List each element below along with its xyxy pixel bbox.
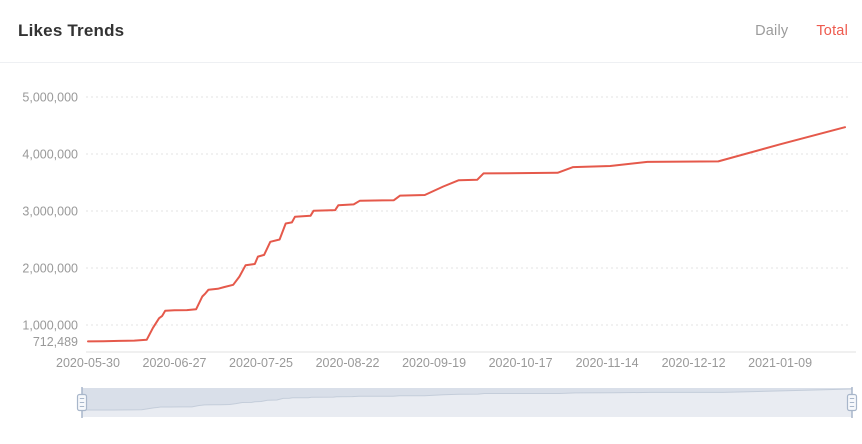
x-tick-label: 2020-07-25: [229, 356, 293, 370]
page-title: Likes Trends: [18, 21, 125, 40]
tab-daily[interactable]: Daily: [755, 23, 789, 39]
slider-handle-left[interactable]: [76, 387, 88, 418]
total-likes-line: [87, 126, 846, 343]
x-tick-label: 2020-09-19: [402, 356, 466, 370]
trend-line-chart-svg[interactable]: 1,000,000 2,000,000 3,000,000 4,000,000 5,00…: [0, 63, 862, 439]
y-tick-label: 3,000,000: [22, 205, 78, 219]
tab-total[interactable]: Total: [816, 23, 848, 39]
y-tick-label: 1,000,000: [22, 319, 78, 333]
slider-data-shadow-line: [82, 388, 853, 411]
likes-trend-chart[interactable]: 1,000,000 2,000,000 3,000,000 4,000,000 5,00…: [0, 63, 862, 439]
y-tick-label: 2,000,000: [22, 262, 78, 276]
x-tick-label: 2020-06-27: [143, 356, 207, 370]
trend-mode-tabs: Daily Total: [727, 23, 848, 39]
slider-data-shadow: [82, 388, 852, 410]
slider-handle-right[interactable]: [846, 387, 858, 418]
gridlines: [86, 96, 850, 326]
data-zoom-slider[interactable]: [76, 387, 858, 418]
x-tick-label: 2020-12-12: [662, 356, 726, 370]
y-tick-label: 4,000,000: [22, 148, 78, 162]
y-tick-label: 5,000,000: [22, 91, 78, 105]
x-tick-label: 2020-05-30: [56, 356, 120, 370]
y-axis-min-label: 712,489: [33, 335, 78, 349]
chart-header: Likes Trends Daily Total: [0, 0, 862, 63]
x-axis-labels: 2020-05-30 2020-06-27 2020-07-25 2020-08-22…: [56, 356, 812, 370]
y-axis-labels: 1,000,000 2,000,000 3,000,000 4,000,000 5,00…: [22, 91, 78, 349]
x-tick-label: 2021-01-09: [748, 356, 812, 370]
x-tick-label: 2020-11-14: [576, 356, 639, 370]
x-tick-label: 2020-08-22: [316, 356, 380, 370]
x-tick-label: 2020-10-17: [489, 356, 553, 370]
